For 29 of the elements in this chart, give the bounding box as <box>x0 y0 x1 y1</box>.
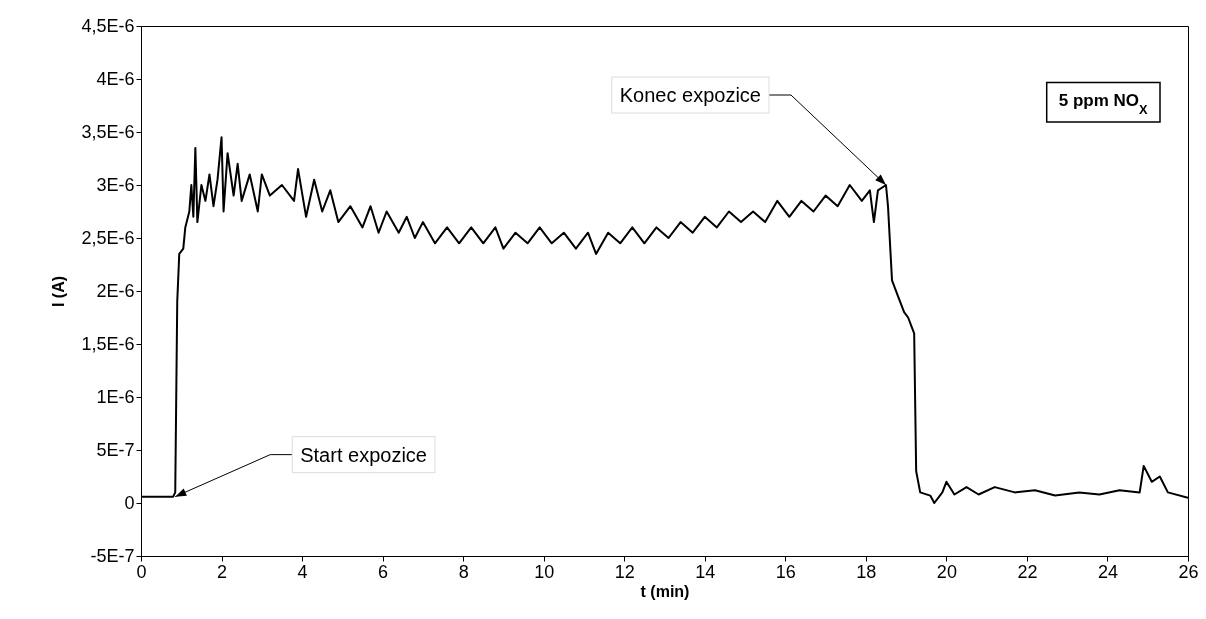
x-tick-label: 22 <box>1017 561 1038 582</box>
x-tick-label: 16 <box>775 561 796 582</box>
y-tick-label: 4E-6 <box>96 68 135 89</box>
x-tick-label: 6 <box>378 561 389 582</box>
annotation: Konec expozice <box>619 84 761 106</box>
y-tick-label: -5E-7 <box>90 545 135 566</box>
annotation: Start expozice <box>300 443 427 466</box>
y-tick-label: 2E-6 <box>96 280 135 301</box>
y-tick-label: 1E-6 <box>96 386 135 407</box>
x-axis-title: t (min) <box>640 582 690 600</box>
y-tick-label: 2,5E-6 <box>81 227 135 248</box>
x-tick-label: 18 <box>856 561 877 582</box>
y-tick-label: 3E-6 <box>96 174 135 195</box>
x-tick-label: 2 <box>217 561 228 582</box>
annotation: 5 ppm NO$_{X}$ <box>1058 91 1148 117</box>
y-axis-title: I (A) <box>50 275 68 308</box>
x-tick-label: 14 <box>695 561 716 582</box>
x-tick-label: 8 <box>458 561 469 582</box>
x-tick-label: 24 <box>1097 561 1118 582</box>
y-tick-label: 3,5E-6 <box>81 121 135 142</box>
y-tick-label: 1,5E-6 <box>81 333 135 354</box>
x-tick-label: 10 <box>534 561 555 582</box>
x-tick-label: 20 <box>936 561 957 582</box>
x-tick-label: 12 <box>614 561 635 582</box>
y-tick-label: 5E-7 <box>96 439 135 460</box>
x-tick-label: 4 <box>297 561 308 582</box>
y-tick-label: 0 <box>124 492 135 513</box>
y-tick-label: 4,5E-6 <box>81 15 135 36</box>
x-tick-label: 26 <box>1178 561 1199 582</box>
